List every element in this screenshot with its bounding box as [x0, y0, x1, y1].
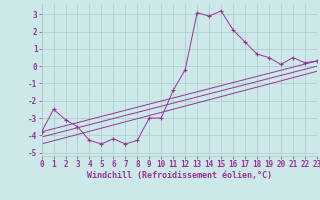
X-axis label: Windchill (Refroidissement éolien,°C): Windchill (Refroidissement éolien,°C) [87, 171, 272, 180]
